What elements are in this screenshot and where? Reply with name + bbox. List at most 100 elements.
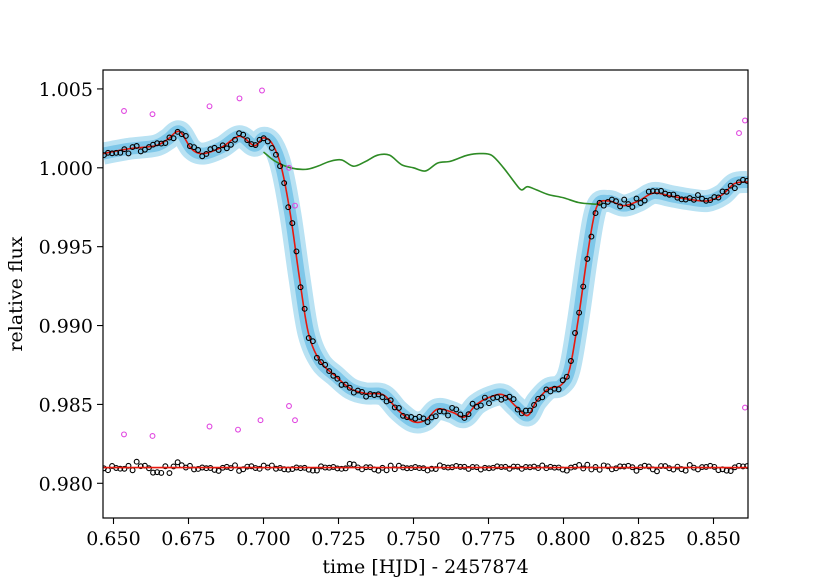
data-point [510, 396, 517, 403]
data-point [191, 144, 197, 151]
residual-point [273, 465, 279, 472]
residual-point [727, 468, 734, 474]
data-point [440, 408, 447, 415]
outlier-point [292, 417, 298, 424]
data-point [486, 400, 492, 407]
data-point [330, 372, 337, 379]
data-point [551, 385, 558, 392]
data-point [654, 188, 660, 195]
data-point [645, 188, 652, 195]
outlier-point [149, 111, 156, 118]
data-point [162, 140, 169, 146]
data-point [432, 413, 439, 420]
data-point [260, 135, 267, 142]
data-point [227, 141, 234, 148]
data-point [719, 188, 726, 195]
residual-point [174, 459, 181, 466]
data-point [395, 405, 402, 411]
data-point [404, 414, 411, 421]
outlier-point [149, 433, 156, 439]
residual-point [158, 469, 165, 476]
data-point [154, 140, 161, 147]
data-point [420, 415, 427, 422]
outlier-point [206, 423, 213, 430]
data-point [629, 204, 636, 211]
outlier-point [121, 431, 127, 438]
data-point [424, 419, 431, 425]
data-point [731, 185, 738, 192]
data-point [563, 373, 570, 380]
data-point [637, 200, 644, 206]
data-point [166, 134, 173, 141]
residual-point [428, 465, 435, 472]
y-tick-label: 1.005 [39, 79, 93, 101]
residual-point [740, 463, 746, 470]
uncertainty-band-outer [103, 120, 748, 434]
data-point [277, 163, 284, 170]
data-point [527, 407, 533, 414]
data-point [641, 197, 648, 204]
data-point [531, 401, 538, 408]
data-point [342, 381, 349, 388]
data-point [313, 354, 320, 361]
y-tick-label: 0.995 [39, 237, 93, 259]
data-points-layer [103, 128, 748, 425]
data-point [592, 210, 599, 217]
data-point [268, 144, 275, 151]
data-point [309, 338, 316, 345]
data-point [273, 151, 279, 158]
outlier-point [742, 117, 748, 124]
data-point [715, 194, 722, 201]
data-point [445, 412, 451, 419]
residual-point [154, 469, 161, 476]
x-tick-label: 0.700 [236, 528, 290, 550]
data-point [744, 177, 748, 184]
outlier-point [236, 95, 243, 102]
data-point [477, 402, 484, 409]
data-point [711, 194, 718, 200]
data-point [481, 394, 488, 401]
residual-point [633, 467, 640, 474]
residual-point [576, 462, 583, 468]
y-axis-label: relative flux [5, 236, 27, 351]
x-axis-label: time [HJD] - 2457874 [322, 556, 528, 578]
data-point [375, 391, 382, 398]
data-point [338, 381, 345, 388]
data-point [219, 142, 226, 149]
data-point [613, 198, 619, 205]
data-point [588, 233, 595, 240]
data-point [490, 394, 497, 401]
data-point [518, 410, 525, 417]
data-point [379, 394, 386, 401]
data-point [125, 150, 132, 157]
outlier-point [206, 103, 213, 110]
x-tick-label: 0.725 [311, 528, 365, 550]
data-point [514, 406, 521, 413]
data-point [195, 147, 202, 153]
data-point [727, 182, 734, 189]
data-point [555, 386, 562, 393]
x-tick-label: 0.800 [536, 528, 590, 550]
data-point [322, 361, 329, 368]
residual-point [117, 465, 124, 472]
data-point [572, 330, 578, 336]
data-point [576, 309, 583, 316]
data-point [580, 283, 587, 290]
residual-point [674, 463, 681, 470]
data-point [461, 415, 468, 421]
outlier-point [286, 403, 292, 409]
data-point [522, 407, 529, 414]
data-point [707, 197, 714, 203]
residual-point [342, 465, 349, 472]
residual-point [383, 467, 390, 474]
residual-point [432, 466, 439, 472]
residual-point [129, 467, 136, 474]
data-point [244, 137, 251, 144]
data-point [666, 191, 673, 198]
data-point [285, 204, 292, 211]
data-point [141, 146, 148, 153]
data-point [182, 132, 189, 139]
x-tick-label: 0.675 [161, 528, 215, 550]
data-point [281, 180, 288, 187]
y-tick-label: 1.000 [39, 158, 93, 180]
